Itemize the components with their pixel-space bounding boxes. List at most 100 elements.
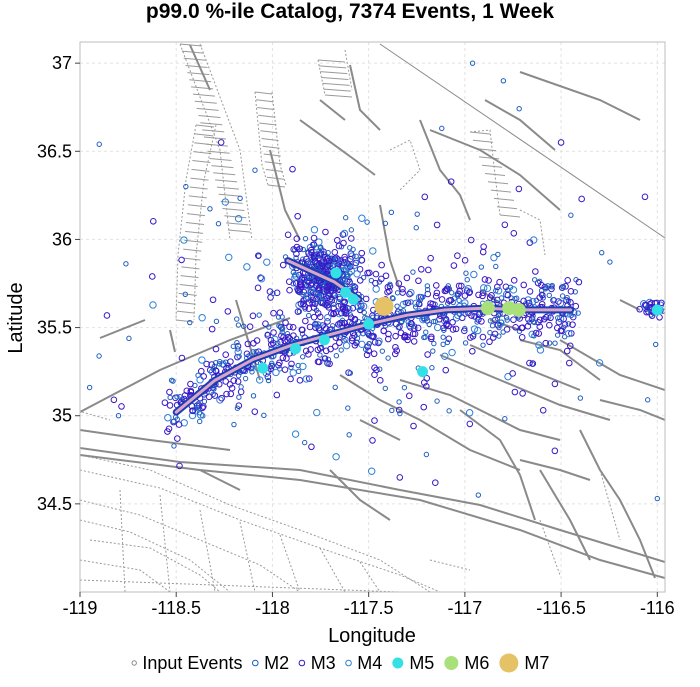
event-point-m3 [262, 320, 269, 327]
event-point-m5 [318, 334, 330, 346]
event-point-m3 [289, 323, 297, 331]
event-point-m3 [380, 327, 388, 335]
fault-rung [320, 71, 348, 75]
fault-rung [187, 204, 206, 208]
event-point-m2 [249, 369, 255, 375]
event-point-m3 [415, 300, 423, 308]
event-point-m3 [227, 390, 235, 398]
event-point-m3 [328, 297, 336, 304]
event-point-m4 [299, 362, 307, 371]
fault-rung [260, 130, 278, 134]
fault-rung [194, 100, 217, 104]
event-point-m2 [187, 319, 193, 326]
y-tick-label: 35.5 [37, 318, 72, 338]
event-point-m3 [373, 366, 380, 374]
x-axis-ticks: -119 -118.5 -118 -117.5 -117 -116.5 -116 [63, 592, 675, 618]
event-point-m3 [541, 283, 549, 291]
event-point-m3 [395, 406, 403, 414]
event-point-m2 [560, 283, 566, 290]
legend-marker [499, 653, 519, 673]
event-point-m2 [526, 319, 532, 326]
event-point-m3 [339, 305, 347, 313]
event-point-m3 [421, 193, 429, 201]
event-point-m4 [313, 408, 321, 417]
event-point-m3 [443, 320, 450, 328]
event-point-m2 [364, 219, 370, 225]
legend-marker [444, 656, 459, 670]
fault-rung [213, 172, 236, 176]
fault-rung [185, 222, 205, 225]
event-point-m3 [366, 269, 373, 277]
event-point-m3 [519, 324, 526, 331]
event-point-m3 [532, 268, 539, 275]
event-point-m3 [480, 243, 487, 250]
dotted-fault-rungs [175, 43, 521, 323]
event-point-m3 [322, 347, 330, 355]
event-point-m3 [251, 408, 259, 415]
event-point-m2 [475, 492, 482, 498]
event-point-m3 [292, 280, 300, 287]
event-point-m3 [565, 359, 573, 367]
event-point-m2 [177, 394, 183, 400]
event-point-m2 [277, 366, 283, 372]
event-point-m4 [332, 257, 340, 266]
event-point-m3 [494, 283, 501, 291]
event-point-m3 [283, 355, 290, 362]
event-point-m3 [466, 420, 474, 428]
event-point-m2 [295, 362, 301, 369]
event-point-m3 [510, 229, 518, 237]
fault-rung [254, 91, 273, 95]
event-point-m3 [433, 221, 441, 229]
event-point-m3 [279, 354, 287, 362]
fault-rung [176, 310, 195, 314]
event-point-m4 [448, 348, 456, 357]
event-point-m3 [423, 383, 430, 390]
event-point-m2 [487, 318, 494, 324]
event-point-m2 [241, 323, 247, 330]
x-tick-label: -116.5 [536, 598, 586, 618]
event-point-m4 [441, 352, 449, 360]
event-point-m3 [515, 185, 523, 193]
event-point-m2 [531, 319, 538, 326]
event-point-m2 [300, 354, 306, 360]
event-point-m4 [271, 335, 279, 344]
x-tick-label: -118 [255, 598, 290, 618]
event-point-m4 [243, 263, 251, 271]
event-point-m2 [234, 405, 241, 411]
event-point-m3 [166, 388, 173, 396]
event-point-m4 [480, 284, 488, 292]
event-point-m4 [474, 326, 482, 335]
event-point-m2 [444, 339, 451, 346]
event-point-m3 [568, 330, 575, 337]
event-point-m3 [288, 360, 295, 368]
event-point-m4 [303, 292, 312, 300]
event-point-m2 [500, 329, 506, 335]
event-point-m2 [269, 362, 276, 369]
event-point-m4 [149, 301, 157, 309]
event-point-m3 [479, 333, 487, 341]
event-point-m2 [310, 262, 317, 269]
event-point-m3 [305, 375, 313, 382]
event-point-m2 [306, 312, 312, 319]
event-point-m3 [203, 360, 210, 368]
event-point-m4 [565, 329, 573, 338]
event-point-m3 [335, 242, 343, 250]
event-point-m3 [199, 404, 206, 412]
event-point-m3 [308, 248, 315, 256]
event-point-m2 [234, 316, 240, 322]
event-point-m2 [487, 329, 493, 336]
event-point-m3 [399, 285, 406, 293]
event-point-m2 [478, 264, 485, 270]
event-point-m2 [421, 334, 427, 341]
event-point-m4 [256, 376, 264, 384]
event-point-m3 [286, 323, 293, 331]
event-point-m2 [426, 321, 432, 328]
fault-rung [194, 142, 213, 146]
event-point-m2 [423, 451, 430, 458]
event-point-m3 [325, 257, 333, 265]
event-point-m3 [438, 296, 446, 303]
fault-rung [220, 200, 243, 204]
fault-rung [481, 164, 503, 168]
event-point-m3 [267, 294, 274, 301]
